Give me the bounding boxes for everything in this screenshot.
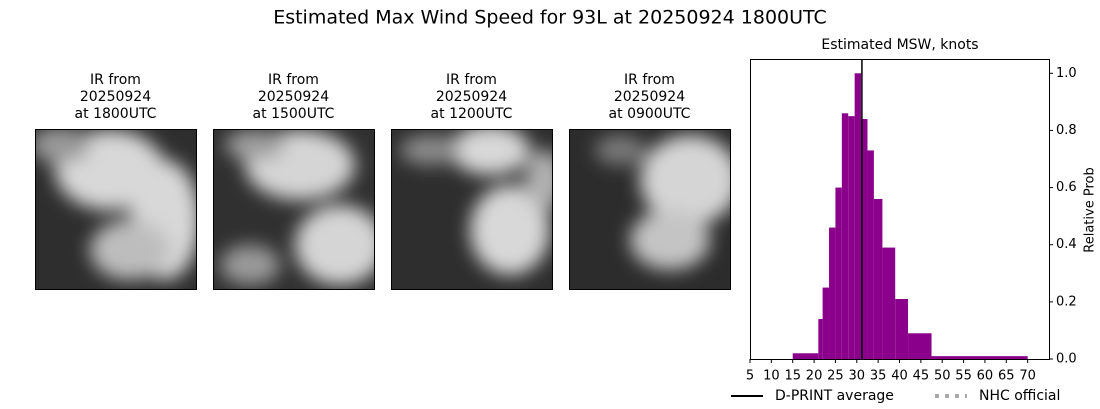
x-tick-label: 60: [977, 369, 994, 384]
y-tick-label: 0.8: [1056, 123, 1077, 138]
panel-caption: IR from: [624, 72, 675, 88]
x-tick-label: 40: [891, 369, 908, 384]
panel-caption: 20250924: [258, 89, 329, 105]
y-tick-label: 0.4: [1056, 237, 1077, 252]
bar: [867, 150, 874, 359]
bar: [792, 353, 819, 359]
ir-image: [35, 129, 196, 289]
bar: [848, 116, 855, 360]
panel-caption: IR from: [90, 72, 141, 88]
panel-caption: 20250924: [80, 89, 151, 105]
bar: [822, 287, 830, 359]
x-tick-label: 45: [913, 369, 930, 384]
x-tick-label: 25: [827, 369, 844, 384]
x-tick-label: 5: [746, 369, 754, 384]
ir-image: [213, 129, 374, 289]
x-tick-label: 55: [955, 369, 972, 384]
bar: [895, 299, 909, 359]
x-tick-label: 50: [934, 369, 951, 384]
y-tick-label: 0.0: [1056, 352, 1077, 367]
y-axis-label: Relative Prob: [1083, 167, 1098, 252]
bar: [908, 333, 932, 359]
bar: [882, 247, 896, 359]
x-tick-label: 20: [806, 369, 823, 384]
subplot-title: Estimated MSW, knots: [821, 37, 978, 53]
legend-label: D-PRINT average: [775, 388, 894, 404]
bar: [829, 227, 836, 359]
x-tick-label: 15: [784, 369, 801, 384]
panel-caption: 20250924: [436, 89, 507, 105]
bar: [854, 73, 862, 360]
image-frames: [35, 129, 731, 290]
panel-caption: 20250924: [614, 89, 685, 105]
y-tick-label: 0.6: [1056, 180, 1077, 195]
panel-caption: IR from: [446, 72, 497, 88]
ir-image: [569, 129, 730, 289]
panel-caption: at 1800UTC: [75, 106, 157, 122]
x-tick-label: 10: [763, 369, 780, 384]
chart-title: Estimated Max Wind Speed for 93L at 2025…: [273, 7, 827, 29]
bar: [835, 187, 842, 359]
panel-caption: at 0900UTC: [609, 106, 691, 122]
x-tick-label: 35: [870, 369, 887, 384]
bar: [873, 199, 883, 359]
bar: [861, 119, 868, 359]
legend-label: NHC official: [979, 388, 1060, 404]
ir-image: [391, 129, 552, 289]
x-tick-label: 70: [1019, 369, 1036, 384]
y-tick-label: 1.0: [1056, 66, 1077, 81]
bar: [841, 113, 849, 360]
bar: [931, 356, 1028, 359]
x-tick-label: 65: [998, 369, 1015, 384]
panel-caption: at 1200UTC: [431, 106, 513, 122]
panel-caption: IR from: [268, 72, 319, 88]
bar: [818, 319, 823, 359]
x-tick-label: 30: [849, 369, 866, 384]
panel-caption: at 1500UTC: [253, 106, 335, 122]
y-tick-label: 0.2: [1056, 294, 1077, 309]
